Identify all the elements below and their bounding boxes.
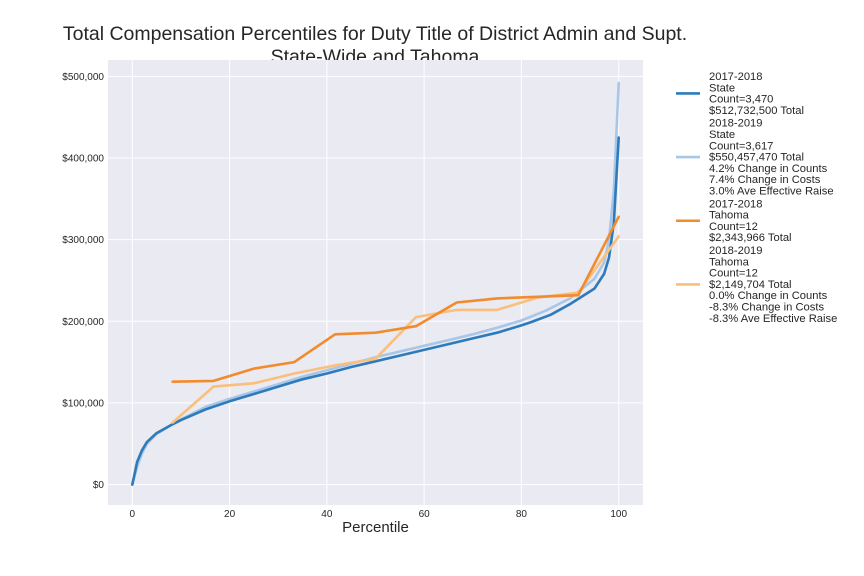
series-lines	[131, 81, 621, 486]
x-tick-label: 20	[224, 509, 236, 520]
legend-text: State	[709, 129, 735, 141]
legend-text: 2018-2019	[709, 118, 763, 130]
y-tick-label: $300,000	[62, 235, 104, 246]
legend-text: $2,149,704 Total	[709, 279, 792, 291]
legend-text: Count=12	[709, 221, 758, 233]
y-tick-label: $400,000	[62, 153, 104, 164]
x-tick-label: 0	[130, 509, 136, 520]
legend-text: State	[709, 82, 735, 94]
legend-text: Count=3,617	[709, 140, 773, 152]
x-tick-label: 60	[419, 509, 431, 520]
legend-text: 7.4% Change in Costs	[709, 174, 821, 186]
y-tick-label: $0	[93, 480, 105, 491]
legend-text: -8.3% Ave Effective Raise	[709, 313, 837, 325]
x-tick-label: 80	[516, 509, 528, 520]
gridlines	[108, 60, 643, 505]
legend-text: Tahoma	[709, 256, 750, 268]
legend-text: -8.3% Change in Costs	[709, 302, 824, 314]
legend-text: Count=12	[709, 268, 758, 280]
legend-text: 2018-2019	[709, 245, 763, 257]
legend-text: 0.0% Change in Counts	[709, 290, 828, 302]
x-tick-label: 40	[321, 509, 333, 520]
plot-area	[108, 60, 643, 505]
x-axis-ticks: 0 20 40 60 80 100	[130, 509, 628, 520]
legend-text: $512,732,500 Total	[709, 105, 804, 117]
legend-text: 2017-2018	[709, 71, 763, 83]
legend-text: Tahoma	[709, 210, 750, 222]
legend-text: Count=3,470	[709, 94, 773, 106]
x-axis-label: Percentile	[342, 519, 409, 536]
y-tick-label: $200,000	[62, 317, 104, 328]
y-axis-ticks: $0 $100,000 $200,000 $300,000 $400,000 $500,0…	[62, 72, 104, 491]
x-tick-label: 100	[610, 509, 627, 520]
legend-text: 3.0% Ave Effective Raise	[709, 186, 834, 198]
legend-text: $2,343,966 Total	[709, 232, 792, 244]
series-line-2	[171, 215, 621, 384]
y-tick-label: $500,000	[62, 72, 104, 83]
series-line-0	[131, 136, 621, 486]
legend-text: 2017-2018	[709, 198, 763, 210]
legend-text: 4.2% Change in Counts	[709, 163, 828, 175]
chart-title-line: Total Compensation Percentiles for Duty …	[63, 23, 687, 45]
x-axis-title: Percentile	[342, 519, 409, 536]
legend-text: $550,457,470 Total	[709, 152, 804, 164]
y-tick-label: $100,000	[62, 398, 104, 409]
